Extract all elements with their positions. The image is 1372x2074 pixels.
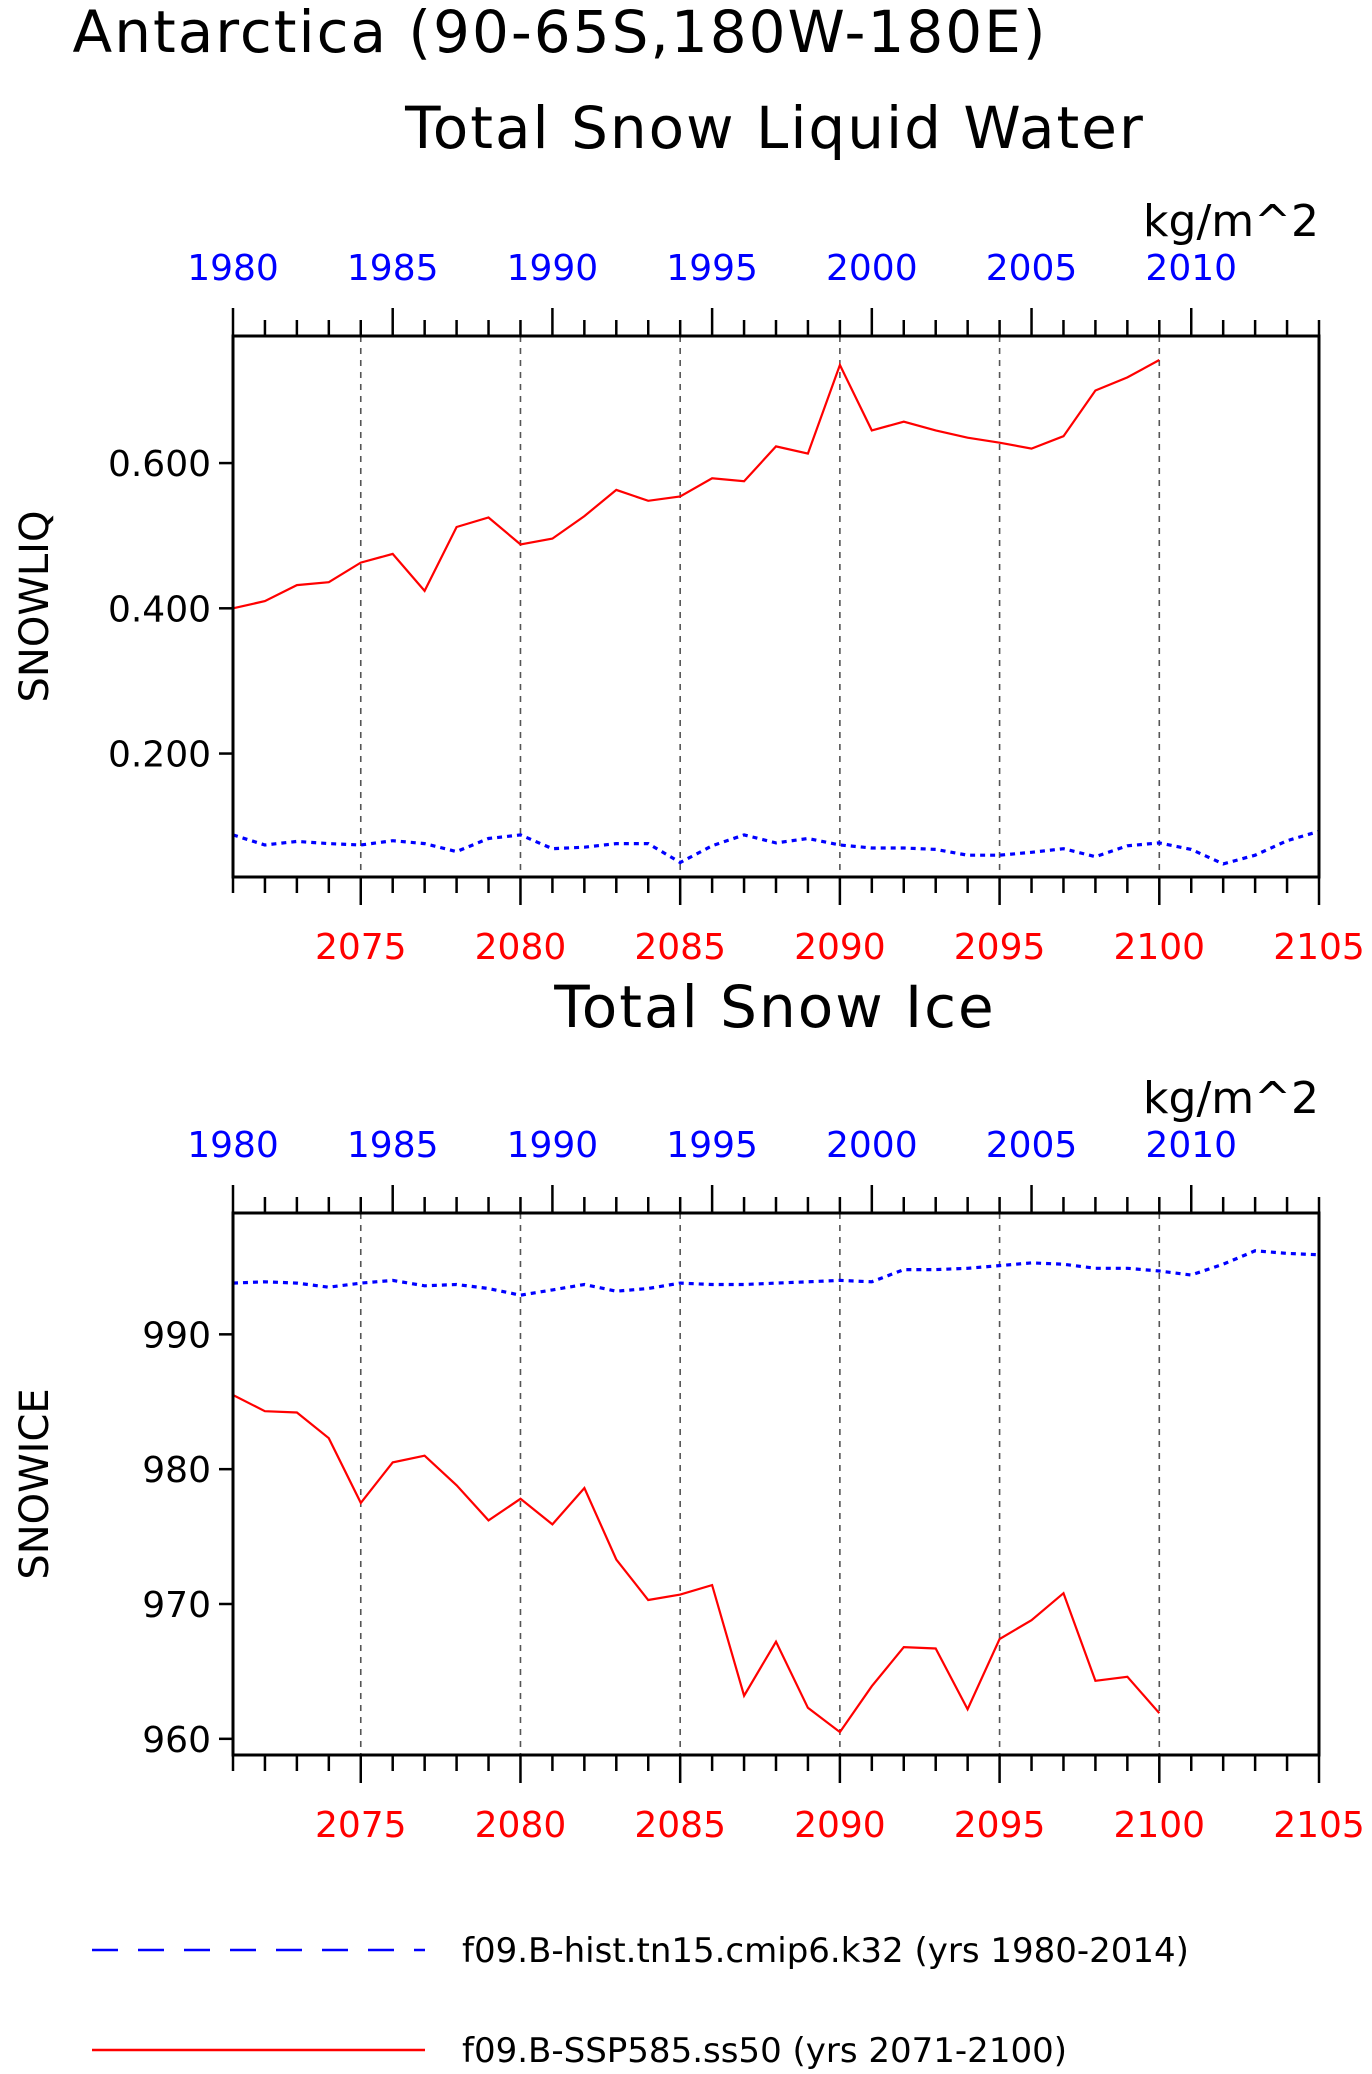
- series-line-ssp585: [232, 1394, 1161, 1734]
- top-tick-label: 2005: [986, 1125, 1078, 1166]
- y-tick-label: 990: [142, 1315, 211, 1356]
- bottom-tick-label: 2085: [634, 1805, 726, 1846]
- top-tick-label: 1995: [666, 1125, 758, 1166]
- y-axis-label: SNOWICE: [12, 1388, 58, 1579]
- top-tick-label: 2000: [826, 248, 918, 289]
- bottom-tick-label: 2095: [954, 1805, 1046, 1846]
- top-tick-label: 2010: [1145, 248, 1237, 289]
- series-line-hist: [232, 1249, 1320, 1297]
- figure-title: Antarctica (90-65S,180W-180E): [73, 0, 1048, 66]
- y-tick-label: 960: [142, 1720, 211, 1761]
- bottom-tick-label: 2090: [794, 927, 886, 968]
- bottom-tick-label: 2105: [1273, 927, 1365, 968]
- bottom-tick-label: 2090: [794, 1805, 886, 1846]
- legend-label-2: f09.B-SSP585.ss50 (yrs 2071-2100): [462, 2031, 1067, 2071]
- bottom-tick-label: 2080: [475, 927, 567, 968]
- y-axis-label: SNOWLIQ: [12, 511, 58, 703]
- bottom-tick-label: 2085: [634, 927, 726, 968]
- panel-title: Total Snow Liquid Water: [404, 94, 1145, 162]
- units-label: kg/m^2: [1143, 196, 1319, 247]
- units-label: kg/m^2: [1143, 1073, 1319, 1124]
- series-line-ssp585: [232, 359, 1160, 610]
- bottom-tick-label: 2100: [1113, 927, 1205, 968]
- panel-title: Total Snow Ice: [553, 973, 996, 1041]
- y-tick-label: 0.400: [108, 589, 211, 630]
- y-tick-label: 970: [142, 1585, 211, 1626]
- bottom-tick-label: 2080: [475, 1805, 567, 1846]
- legend-label-1: f09.B-hist.tn15.cmip6.k32 (yrs 1980-2014…: [462, 1931, 1189, 1971]
- bottom-tick-label: 2075: [315, 927, 407, 968]
- bottom-tick-label: 2100: [1113, 1805, 1205, 1846]
- top-tick-label: 1995: [666, 248, 758, 289]
- plot-frame: [231, 1211, 1321, 1757]
- top-tick-label: 2000: [826, 1125, 918, 1166]
- bottom-tick-label: 2075: [315, 1805, 407, 1846]
- y-tick-label: 980: [142, 1450, 211, 1491]
- top-tick-label: 2005: [986, 248, 1078, 289]
- bottom-tick-label: 2105: [1273, 1805, 1365, 1846]
- top-tick-label: 1990: [507, 248, 599, 289]
- panel-2: Total Snow Ice kg/m^2 SNOWICE 2075 2080 2085 2…: [12, 973, 1365, 1846]
- legend: f09.B-hist.tn15.cmip6.k32 (yrs 1980-2014…: [92, 1931, 1189, 2071]
- top-tick-label: 1990: [507, 1125, 599, 1166]
- plot-frame: [231, 334, 1321, 879]
- series-line-hist: [232, 829, 1320, 866]
- top-tick-label: 1985: [347, 248, 439, 289]
- top-tick-label: 1980: [187, 1125, 279, 1166]
- top-tick-label: 1980: [187, 248, 279, 289]
- top-tick-label: 2010: [1145, 1125, 1237, 1166]
- bottom-tick-label: 2095: [954, 927, 1046, 968]
- y-tick-label: 0.200: [108, 735, 211, 776]
- panel-1: Total Snow Liquid Water kg/m^2 SNOWLIQ 2075…: [12, 94, 1365, 968]
- y-tick-label: 0.600: [108, 444, 211, 485]
- top-tick-label: 1985: [347, 1125, 439, 1166]
